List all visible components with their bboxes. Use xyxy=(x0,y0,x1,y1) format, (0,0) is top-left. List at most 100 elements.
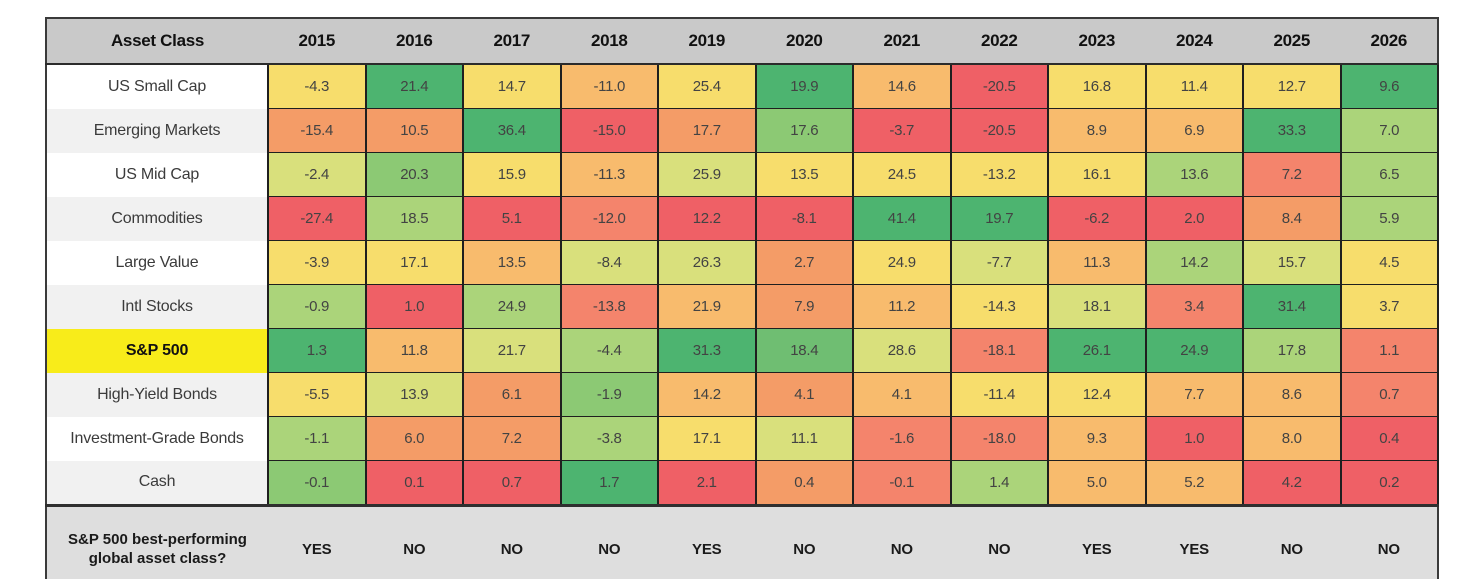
year-header: 2017 xyxy=(463,18,561,65)
return-cell: 9.6 xyxy=(1339,63,1439,109)
return-cell: 20.3 xyxy=(364,152,464,197)
return-cell: 7.2 xyxy=(462,416,562,461)
table-row: Intl Stocks -0.9 1.0 24.9 -13.8 21.9 7.9 11.2 -1… xyxy=(46,284,1439,329)
return-cell: 13.9 xyxy=(364,372,464,417)
return-cell: 24.5 xyxy=(852,152,952,197)
return-cell: 12.7 xyxy=(1242,63,1342,109)
year-header: 2021 xyxy=(853,18,951,65)
return-cell: 17.8 xyxy=(1242,328,1342,373)
table-row: S&P 500 1.3 11.8 21.7 -4.4 31.3 18.4 28.6 -18.1 2… xyxy=(46,328,1439,373)
year-header: 2023 xyxy=(1048,18,1146,65)
return-cell: 1.0 xyxy=(364,284,464,329)
return-cell: 26.1 xyxy=(1047,328,1147,373)
footer-value: NO xyxy=(463,504,561,579)
return-cell: 1.3 xyxy=(267,328,367,373)
return-cell: -6.2 xyxy=(1047,196,1147,241)
return-cell: -3.9 xyxy=(267,240,367,285)
return-cell: 6.1 xyxy=(462,372,562,417)
return-cell: -7.7 xyxy=(949,240,1049,285)
return-cell: 31.4 xyxy=(1242,284,1342,329)
return-cell: -3.8 xyxy=(559,416,659,461)
year-header: 2020 xyxy=(755,18,853,65)
return-cell: 0.1 xyxy=(364,460,464,506)
return-cell: 4.1 xyxy=(852,372,952,417)
return-cell: -0.9 xyxy=(267,284,367,329)
return-cell: 1.7 xyxy=(559,460,659,506)
return-cell: 11.1 xyxy=(754,416,854,461)
return-cell: 0.7 xyxy=(462,460,562,506)
footer-value: YES xyxy=(1048,504,1146,579)
return-cell: 11.2 xyxy=(852,284,952,329)
return-cell: 33.3 xyxy=(1242,108,1342,153)
return-cell: 4.2 xyxy=(1242,460,1342,506)
return-cell: 7.7 xyxy=(1144,372,1244,417)
return-cell: 14.6 xyxy=(852,63,952,109)
return-cell: -0.1 xyxy=(267,460,367,506)
footer-value: NO xyxy=(755,504,853,579)
return-cell: 25.9 xyxy=(657,152,757,197)
return-cell: 12.4 xyxy=(1047,372,1147,417)
return-cell: 2.7 xyxy=(754,240,854,285)
asset-class-label-highlighted: S&P 500 xyxy=(46,328,269,373)
return-cell: 21.4 xyxy=(364,63,464,109)
return-cell: -13.8 xyxy=(559,284,659,329)
year-header: 2025 xyxy=(1243,18,1341,65)
asset-class-label: US Small Cap xyxy=(46,64,269,109)
return-cell: -11.3 xyxy=(559,152,659,197)
year-header: 2018 xyxy=(560,18,658,65)
footer-value: NO xyxy=(560,504,658,579)
year-header: 2019 xyxy=(658,18,756,65)
footer-value: NO xyxy=(1340,504,1438,579)
footer-value: YES xyxy=(658,504,756,579)
table-row: US Small Cap -4.3 21.4 14.7 -11.0 25.4 19.9 14.… xyxy=(46,63,1439,109)
return-cell: 1.1 xyxy=(1339,328,1439,373)
return-cell: 1.0 xyxy=(1144,416,1244,461)
return-cell: 11.8 xyxy=(364,328,464,373)
return-cell: 3.7 xyxy=(1339,284,1439,329)
table-row: Cash -0.1 0.1 0.7 1.7 2.1 0.4 -0.1 1.4 5.0 5.2 4.2 0… xyxy=(46,460,1439,506)
return-cell: 7.9 xyxy=(754,284,854,329)
table-row: Investment-Grade Bonds -1.1 6.0 7.2 -3.8 17.1… xyxy=(46,416,1439,461)
return-cell: 7.0 xyxy=(1339,108,1439,153)
footer-value: NO xyxy=(365,504,463,579)
return-cell: -15.0 xyxy=(559,108,659,153)
return-cell: 9.3 xyxy=(1047,416,1147,461)
return-cell: 31.3 xyxy=(657,328,757,373)
return-cell: -5.5 xyxy=(267,372,367,417)
year-header: 2024 xyxy=(1145,18,1243,65)
return-cell: 15.7 xyxy=(1242,240,1342,285)
returns-table-container: Asset Class 2015 2016 2017 2018 2019 2020 2021… xyxy=(45,17,1439,579)
asset-class-label: Commodities xyxy=(46,196,269,241)
asset-class-label: Cash xyxy=(46,460,269,506)
return-cell: 6.5 xyxy=(1339,152,1439,197)
table-row: High-Yield Bonds -5.5 13.9 6.1 -1.9 14.2 4.1 4.… xyxy=(46,372,1439,417)
return-cell: 0.2 xyxy=(1339,460,1439,506)
return-cell: -13.2 xyxy=(949,152,1049,197)
return-cell: 21.7 xyxy=(462,328,562,373)
return-cell: -4.4 xyxy=(559,328,659,373)
footer-row: S&P 500 best-performing global asset cla… xyxy=(46,504,1438,579)
return-cell: -4.3 xyxy=(267,63,367,109)
table-row: Emerging Markets -15.4 10.5 36.4 -15.0 17.7 17… xyxy=(46,108,1439,153)
return-cell: 7.2 xyxy=(1242,152,1342,197)
return-cell: 8.0 xyxy=(1242,416,1342,461)
return-cell: 6.0 xyxy=(364,416,464,461)
year-header: 2022 xyxy=(950,18,1048,65)
return-cell: -15.4 xyxy=(267,108,367,153)
return-cell: -14.3 xyxy=(949,284,1049,329)
return-cell: 28.6 xyxy=(852,328,952,373)
asset-class-label: Intl Stocks xyxy=(46,284,269,329)
asset-class-label: Large Value xyxy=(46,240,269,285)
return-cell: 17.6 xyxy=(754,108,854,153)
return-cell: 14.2 xyxy=(657,372,757,417)
return-cell: 24.9 xyxy=(1144,328,1244,373)
return-cell: -8.4 xyxy=(559,240,659,285)
return-cell: -0.1 xyxy=(852,460,952,506)
return-cell: 1.4 xyxy=(949,460,1049,506)
return-cell: 26.3 xyxy=(657,240,757,285)
year-header: 2026 xyxy=(1340,18,1438,65)
return-cell: 18.1 xyxy=(1047,284,1147,329)
return-cell: 13.5 xyxy=(754,152,854,197)
return-cell: 8.4 xyxy=(1242,196,1342,241)
